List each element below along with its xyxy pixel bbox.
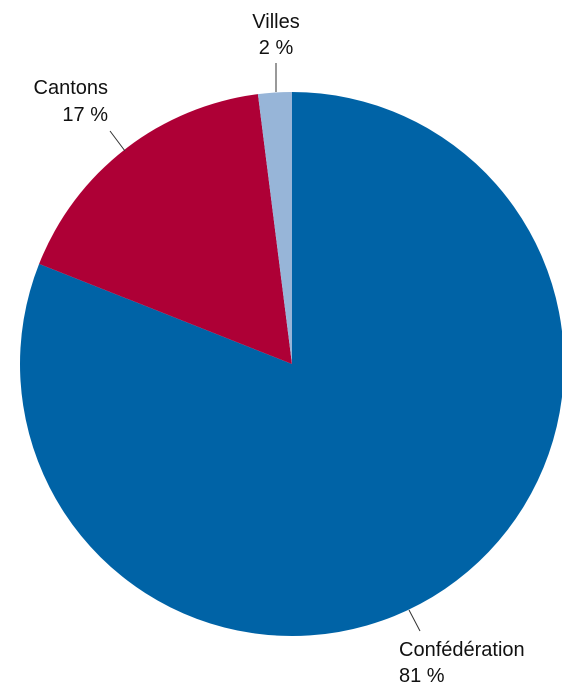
- pie-slice-cantons: [39, 94, 292, 364]
- slice-labels: Villes 2 % Cantons 17 % Confédération 81…: [34, 11, 525, 687]
- pie-slice-villes: [257, 91, 292, 364]
- pie-slice-confederation: [20, 92, 562, 636]
- slice-label-cantons: Cantons: [34, 77, 109, 99]
- leader-line-confederation: [408, 609, 421, 632]
- slice-value-villes: 2 %: [259, 37, 294, 59]
- leader-line-cantons: [109, 130, 126, 152]
- slice-label-villes: Villes: [252, 11, 299, 33]
- slice-value-cantons: 17 %: [62, 104, 108, 126]
- slice-value-confederation: 81 %: [399, 665, 445, 687]
- leader-lines: [109, 63, 421, 632]
- slice-label-confederation: Confédération: [399, 639, 525, 661]
- pie-slices: [20, 91, 562, 636]
